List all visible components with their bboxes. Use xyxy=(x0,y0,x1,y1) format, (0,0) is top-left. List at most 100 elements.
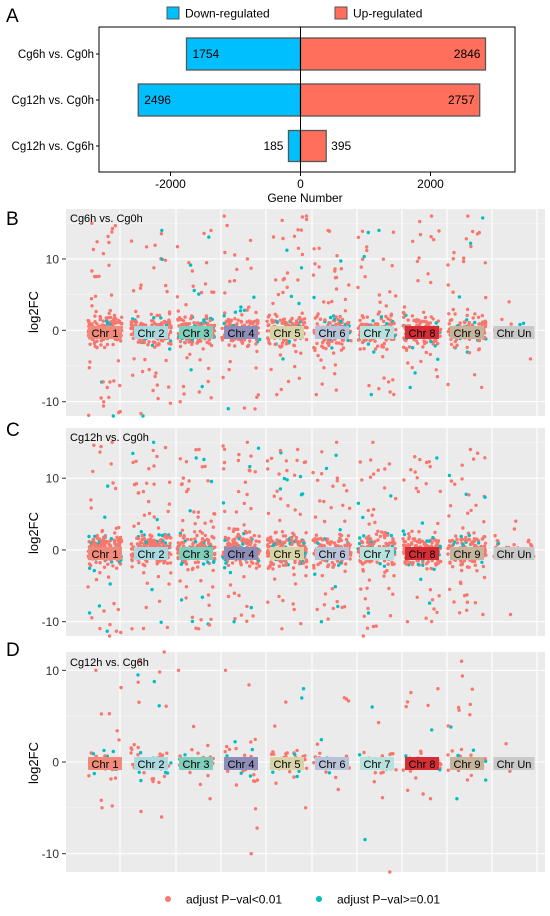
x-tick-label: -2000 xyxy=(155,177,186,191)
point-significant xyxy=(180,528,185,532)
point-not-significant xyxy=(420,521,425,525)
point-not-significant xyxy=(402,532,407,537)
point-significant xyxy=(142,771,146,775)
point-significant xyxy=(103,543,107,548)
point-significant xyxy=(483,456,487,460)
point-significant xyxy=(429,235,433,239)
point-significant xyxy=(402,305,407,309)
point-significant xyxy=(184,562,189,566)
point-significant xyxy=(163,258,168,262)
point-significant xyxy=(113,224,118,228)
point-significant xyxy=(423,315,428,320)
point-significant xyxy=(101,252,106,256)
point-significant xyxy=(312,566,316,570)
point-not-significant xyxy=(194,540,198,544)
point-significant xyxy=(318,317,323,321)
point-significant xyxy=(197,447,201,452)
point-significant xyxy=(169,324,173,328)
point-not-significant xyxy=(152,316,156,320)
chromosome-label: Chr Un xyxy=(497,759,532,771)
point-significant xyxy=(226,563,231,568)
point-significant xyxy=(374,532,379,536)
point-significant xyxy=(86,585,90,589)
point-not-significant xyxy=(496,541,501,546)
point-significant xyxy=(318,499,322,503)
point-significant xyxy=(483,261,487,265)
point-significant xyxy=(364,536,369,540)
point-significant xyxy=(281,598,285,603)
point-significant xyxy=(304,337,309,342)
point-significant xyxy=(379,771,383,775)
point-significant xyxy=(465,608,469,612)
point-not-significant xyxy=(87,566,92,570)
point-significant xyxy=(459,659,464,663)
point-not-significant xyxy=(389,494,393,498)
point-significant xyxy=(226,594,231,599)
chromosome-label: Chr 2 xyxy=(138,549,165,561)
point-significant xyxy=(327,341,331,345)
point-significant xyxy=(313,537,317,541)
point-significant xyxy=(449,479,454,483)
point-significant xyxy=(449,342,454,347)
point-significant xyxy=(382,341,386,346)
point-significant xyxy=(255,322,259,326)
point-significant xyxy=(117,410,121,415)
point-significant xyxy=(120,315,124,319)
point-not-significant xyxy=(471,748,476,752)
point-significant xyxy=(199,339,203,343)
point-significant xyxy=(434,368,438,372)
point-significant xyxy=(467,565,471,569)
point-not-significant xyxy=(521,321,526,325)
point-significant xyxy=(373,347,378,351)
point-significant xyxy=(422,341,427,346)
point-significant xyxy=(280,321,284,325)
point-significant xyxy=(239,561,243,565)
point-significant xyxy=(89,498,93,502)
point-not-significant xyxy=(327,771,332,775)
point-significant xyxy=(136,753,140,757)
point-not-significant xyxy=(464,492,468,496)
point-significant xyxy=(236,458,241,463)
point-significant xyxy=(428,588,433,592)
point-significant xyxy=(87,413,91,417)
point-significant xyxy=(201,322,206,326)
point-significant xyxy=(322,366,326,370)
point-significant xyxy=(336,539,341,544)
point-significant xyxy=(162,561,166,565)
point-significant xyxy=(278,318,282,322)
point-not-significant xyxy=(160,228,164,233)
point-significant xyxy=(346,699,351,703)
point-significant xyxy=(189,316,193,321)
point-significant xyxy=(377,387,381,391)
point-significant xyxy=(365,626,370,630)
point-significant xyxy=(467,493,471,497)
point-significant xyxy=(155,313,159,318)
point-significant xyxy=(233,617,237,621)
point-significant xyxy=(108,308,113,313)
point-significant xyxy=(195,321,200,325)
point-significant xyxy=(298,512,302,516)
point-significant xyxy=(130,558,134,563)
point-significant xyxy=(304,558,308,562)
point-significant xyxy=(112,601,116,606)
chromosome-label: Chr 7 xyxy=(364,759,391,771)
point-significant xyxy=(338,314,342,319)
point-significant xyxy=(358,318,362,323)
point-significant xyxy=(138,286,143,290)
point-significant xyxy=(448,560,452,564)
panel-b-grid xyxy=(66,209,545,416)
point-significant xyxy=(195,533,199,538)
point-significant xyxy=(151,448,155,453)
chromosome-label: Chr 3 xyxy=(183,759,210,771)
point-significant xyxy=(422,339,426,343)
point-significant xyxy=(345,321,350,326)
point-significant xyxy=(414,486,418,490)
point-significant xyxy=(257,564,262,568)
point-not-significant xyxy=(150,587,154,592)
point-significant xyxy=(359,265,363,269)
point-not-significant xyxy=(447,473,452,478)
point-significant xyxy=(294,539,299,543)
point-significant xyxy=(388,870,392,874)
point-significant xyxy=(190,567,195,572)
point-significant xyxy=(453,339,457,344)
